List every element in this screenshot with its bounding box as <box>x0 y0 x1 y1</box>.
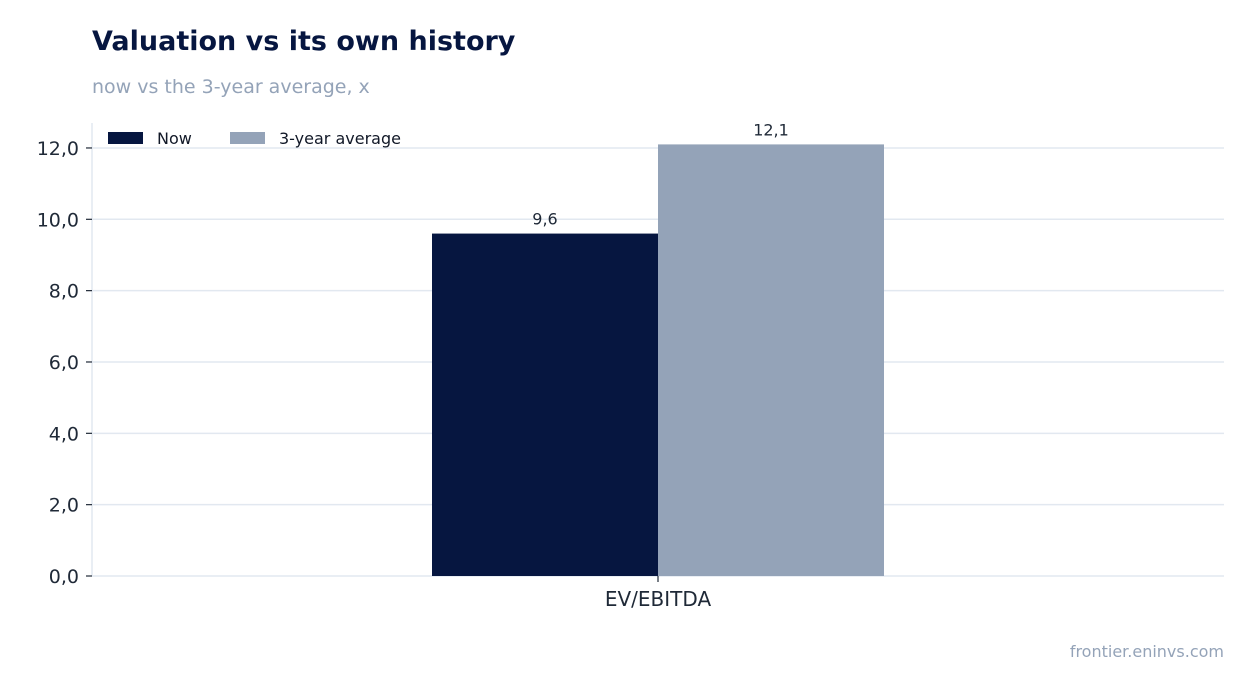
bar-3-year-average <box>658 144 884 576</box>
legend-swatch <box>230 132 265 144</box>
chart-title: Valuation vs its own history <box>92 26 516 57</box>
legend-swatch <box>108 132 143 144</box>
bar-now <box>432 233 658 576</box>
data-label: 9,6 <box>532 210 557 229</box>
bars <box>432 144 884 576</box>
data-labels: 9,6 12,1 <box>532 120 789 228</box>
y-tick-label: 4,0 <box>49 423 79 445</box>
legend: Now 3-year average <box>108 129 401 148</box>
y-tick-label: 8,0 <box>49 281 79 303</box>
x-tick-label: EV/EBITDA <box>605 587 712 611</box>
y-tick-label: 12,0 <box>37 138 79 160</box>
data-label: 12,1 <box>753 120 789 139</box>
y-tick-label: 6,0 <box>49 352 79 374</box>
y-axis-ticks: 0,0 2,0 4,0 6,0 8,0 10,0 12,0 <box>37 138 92 588</box>
y-tick-label: 2,0 <box>49 495 79 517</box>
chart-subtitle: now vs the 3-year average, x <box>92 76 370 98</box>
x-axis: EV/EBITDA <box>605 576 712 611</box>
source-credit: frontier.eninvs.com <box>1069 642 1224 661</box>
legend-label: Now <box>157 129 192 148</box>
y-tick-label: 0,0 <box>49 566 79 588</box>
y-tick-label: 10,0 <box>37 209 79 231</box>
legend-label: 3-year average <box>279 129 401 148</box>
